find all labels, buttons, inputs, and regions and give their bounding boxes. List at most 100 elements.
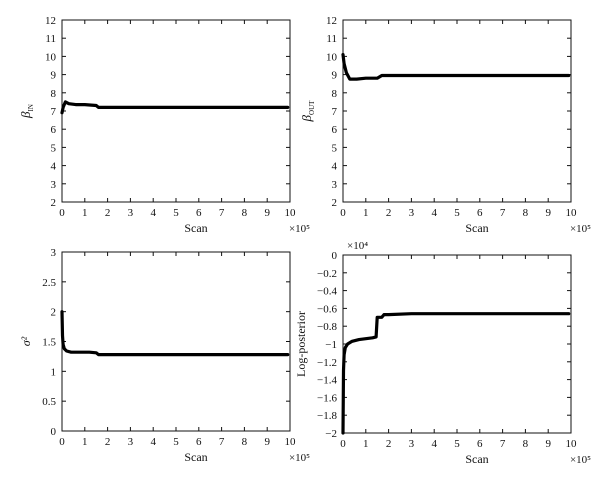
x-multiplier-label: ×10⁵ xyxy=(289,452,310,464)
x-tick-label: 2 xyxy=(386,438,392,450)
y-tick-label: 3 xyxy=(51,247,57,259)
y-tick-label: −0.2 xyxy=(317,268,337,280)
x-tick-label: 9 xyxy=(264,207,270,219)
x-tick-label: 6 xyxy=(196,207,202,219)
plot-frame xyxy=(61,251,291,432)
x-tick-label: 5 xyxy=(454,438,460,450)
x-tick-label: 7 xyxy=(219,207,225,219)
x-tick-label: 0 xyxy=(340,438,346,450)
y-tick-label: 10 xyxy=(326,51,338,63)
series-line xyxy=(341,312,571,435)
x-tick-label: 10 xyxy=(285,436,297,448)
x-tick-label: 5 xyxy=(173,436,179,448)
y-tick-label: 1.5 xyxy=(42,337,56,349)
y-tick-label: 9 xyxy=(332,70,338,82)
chart-panel-log-posterior: 0 1 2 3 4 5 6 7 8 9 10 0 −0.2 −0.4 −0.6 −0.8 −1 −1.2 −1.4 −… xyxy=(294,240,591,466)
x-tick-label: 4 xyxy=(150,436,156,448)
x-tick-label: 8 xyxy=(242,207,248,219)
x-tick-label: 1 xyxy=(82,436,88,448)
y-tick-label: 8 xyxy=(51,88,57,100)
x-multiplier-label: ×10⁵ xyxy=(570,454,591,466)
x-multiplier-label: ×10⁵ xyxy=(289,223,310,235)
x-axis-label: Scan xyxy=(184,221,207,235)
plot-frame xyxy=(61,19,291,203)
y-tick-label: 11 xyxy=(326,33,337,45)
x-tick-label: 10 xyxy=(566,207,578,219)
y-tick-label: 6 xyxy=(51,124,57,136)
y-tick-label: −1.2 xyxy=(317,357,337,369)
x-tick-label: 2 xyxy=(105,207,111,219)
y-tick-label: 7 xyxy=(51,106,57,118)
y-tick-label: 0.5 xyxy=(42,396,56,408)
y-tick-label: −0.8 xyxy=(317,321,337,333)
x-multiplier-label: ×10⁵ xyxy=(570,223,591,235)
y-tick-label: 3 xyxy=(332,179,338,191)
x-tick-label: 3 xyxy=(409,438,415,450)
x-tick-label: 3 xyxy=(128,207,134,219)
y-tick-label: 2 xyxy=(51,307,57,319)
y-tick-label: 3 xyxy=(51,179,57,191)
x-tick-label: 0 xyxy=(59,207,65,219)
x-axis-label: Scan xyxy=(465,221,488,235)
x-tick-label: 1 xyxy=(363,207,369,219)
y-tick-label: 12 xyxy=(45,15,56,27)
x-tick-label: 9 xyxy=(545,207,551,219)
x-tick-label: 8 xyxy=(242,436,248,448)
x-tick-label: 10 xyxy=(566,438,578,450)
x-tick-label: 9 xyxy=(545,438,551,450)
series-line xyxy=(60,100,290,115)
x-tick-label: 6 xyxy=(477,207,483,219)
y-axis-label: βIN xyxy=(18,104,35,119)
x-tick-label: 7 xyxy=(219,436,225,448)
y-tick-label: 5 xyxy=(332,142,338,154)
series-line xyxy=(341,52,571,81)
x-tick-label: 5 xyxy=(454,207,460,219)
y-tick-label: 7 xyxy=(332,106,338,118)
y-tick-label: −1.6 xyxy=(317,392,337,404)
x-tick-label: 1 xyxy=(363,438,369,450)
x-tick-label: 3 xyxy=(409,207,415,219)
y-axis-label-symbol: β xyxy=(299,114,314,122)
y-tick-label: 11 xyxy=(45,33,56,45)
x-axis-label: Scan xyxy=(184,450,207,464)
x-tick-label: 5 xyxy=(173,207,179,219)
y-tick-label: 5 xyxy=(51,142,57,154)
y-tick-label: 6 xyxy=(332,124,338,136)
y-tick-label: 9 xyxy=(51,70,57,82)
series-line xyxy=(60,310,290,357)
y-axis-label: βOUT xyxy=(299,100,316,123)
y-tick-label: 8 xyxy=(332,88,338,100)
x-tick-label: 4 xyxy=(431,207,437,219)
plot-frame xyxy=(342,19,572,203)
plot-frame xyxy=(342,254,572,434)
y-tick-label: 4 xyxy=(332,161,338,173)
y-axis-label-symbol: β xyxy=(18,111,33,119)
x-tick-label: 2 xyxy=(105,436,111,448)
y-tick-label: −0.4 xyxy=(317,286,337,298)
y-tick-label: −1.4 xyxy=(317,375,337,387)
y-axis-label-subscript: OUT xyxy=(308,100,316,115)
x-tick-label: 6 xyxy=(477,438,483,450)
x-tick-label: 4 xyxy=(431,438,437,450)
y-axis-label-subscript: IN xyxy=(27,104,35,111)
y-tick-label: −1.8 xyxy=(317,410,337,422)
x-tick-label: 3 xyxy=(128,436,134,448)
x-tick-label: 7 xyxy=(500,207,506,219)
y-tick-label: 10 xyxy=(45,51,57,63)
x-tick-label: 0 xyxy=(340,207,346,219)
x-tick-label: 9 xyxy=(264,436,270,448)
y-tick-label: 0 xyxy=(332,250,338,262)
y-tick-label: 12 xyxy=(326,15,337,27)
y-tick-label: 1 xyxy=(51,366,57,378)
y-tick-label: 2 xyxy=(332,197,338,209)
y-tick-label: 2.5 xyxy=(42,277,56,289)
y-axis-label: Log-posterior xyxy=(294,311,308,377)
y-tick-label: 4 xyxy=(51,161,57,173)
y-tick-label: 0 xyxy=(51,426,57,438)
x-tick-label: 10 xyxy=(285,207,297,219)
x-tick-label: 8 xyxy=(523,207,529,219)
x-tick-label: 0 xyxy=(59,436,65,448)
y-multiplier-label: ×10⁴ xyxy=(347,240,368,252)
